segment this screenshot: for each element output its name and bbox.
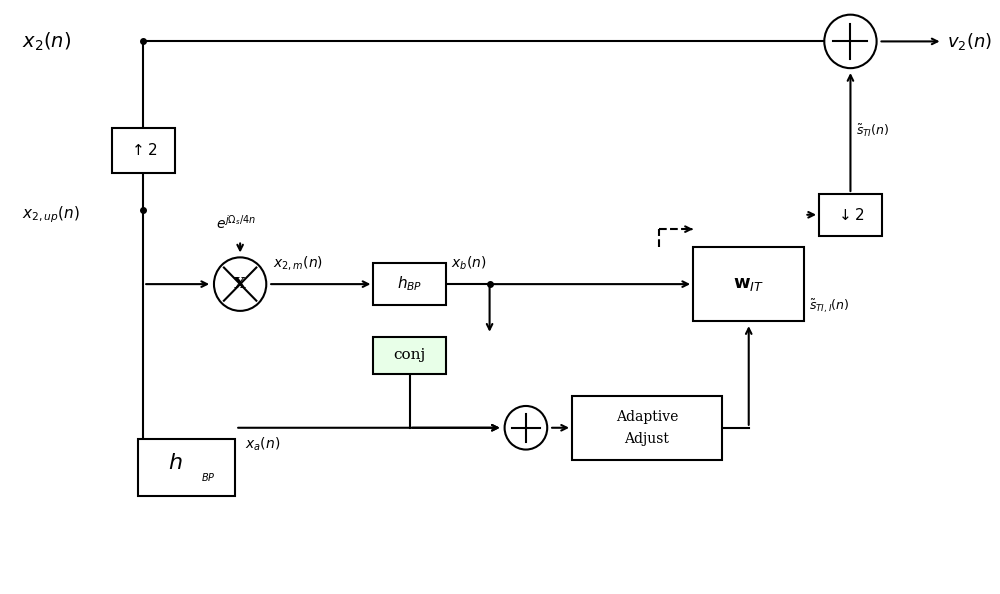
- Text: $\mathbf{w}_{IT}$: $\mathbf{w}_{IT}$: [733, 275, 764, 293]
- Text: $\downarrow 2$: $\downarrow 2$: [836, 207, 865, 223]
- Bar: [819, 194, 882, 236]
- Bar: [138, 438, 235, 496]
- Text: $h_{BP}$: $h_{BP}$: [397, 275, 422, 293]
- Ellipse shape: [214, 257, 266, 311]
- Text: $\tilde{s}_{TI,I}(n)$: $\tilde{s}_{TI,I}(n)$: [809, 297, 850, 315]
- Text: $_{BP}$: $_{BP}$: [201, 470, 215, 484]
- Bar: [572, 396, 722, 460]
- Circle shape: [505, 406, 547, 450]
- Circle shape: [824, 15, 877, 68]
- Text: $e^{j\Omega_s/4n}$: $e^{j\Omega_s/4n}$: [216, 214, 256, 232]
- Text: $\tilde{s}_{TI}(n)$: $\tilde{s}_{TI}(n)$: [856, 123, 890, 140]
- Text: $x_2(n)$: $x_2(n)$: [22, 30, 71, 52]
- Text: $v_2(n)$: $v_2(n)$: [947, 31, 992, 52]
- Text: X: X: [234, 277, 246, 291]
- Text: Adaptive: Adaptive: [616, 410, 678, 424]
- Text: $x_{2,m}(n)$: $x_{2,m}(n)$: [273, 254, 323, 272]
- Bar: [373, 263, 446, 305]
- Text: Adjust: Adjust: [625, 432, 669, 446]
- Text: $x_{2,up}(n)$: $x_{2,up}(n)$: [22, 204, 80, 225]
- Text: $x_b(n)$: $x_b(n)$: [451, 255, 486, 272]
- Bar: [373, 337, 446, 374]
- Text: $\uparrow 2$: $\uparrow 2$: [129, 143, 158, 159]
- Text: $h$: $h$: [168, 453, 183, 475]
- Text: conj: conj: [394, 349, 426, 362]
- Bar: [112, 128, 175, 173]
- Text: $x_a(n)$: $x_a(n)$: [245, 435, 280, 453]
- Bar: [693, 247, 804, 321]
